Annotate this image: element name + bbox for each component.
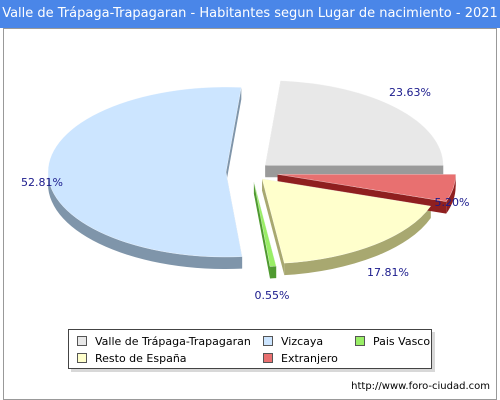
pie-edge-resto-espana-0 [262,178,285,276]
legend-swatch-pais-vasco [355,336,365,346]
pie-side-vizcaya [48,172,243,270]
legend-label-resto-espana: Resto de España [95,352,187,365]
legend: Valle de Trápaga-Trapagaran Vizcaya Pais… [68,329,432,369]
legend-item-pais-vasco: Pais Vasco [355,335,430,348]
pie-slice-resto-espana [261,178,432,264]
legend-swatch-extranjero [263,353,273,363]
pie-slice-pais-vasco [253,181,277,267]
legend-item-resto-espana: Resto de España [77,352,187,365]
legend-item-extranjero: Extranjero [263,352,338,365]
value-label-pais-vasco: 0.55% [255,289,290,302]
legend-label-pais-vasco: Pais Vasco [373,335,431,348]
legend-label-valle: Valle de Trápaga-Trapagaran [95,335,251,348]
legend-label-vizcaya: Vizcaya [281,335,324,348]
legend-swatch-valle [77,336,87,346]
value-label-valle: 23.63% [389,86,431,99]
pie-slice-vizcaya [47,86,243,258]
pie-side-resto-espana [284,206,431,276]
pie-value-labels: 23.63% 52.81% 0.55% 17.81% 5.20% [21,86,469,302]
value-label-resto-espana: 17.81% [367,266,409,279]
value-label-vizcaya: 52.81% [21,176,63,189]
pie-slices [47,80,456,267]
pie-slice-valle [264,80,444,166]
pie-edge-vizcaya-0 [226,87,242,185]
legend-item-valle: Valle de Trápaga-Trapagaran [77,335,251,348]
legend-item-vizcaya: Vizcaya [263,335,323,348]
value-label-extranjero: 5.20% [435,196,470,209]
pie-slice-extranjero [277,174,456,202]
chart-title: Valle de Trápaga-Trapagaran - Habitantes… [0,0,500,28]
legend-swatch-vizcaya [263,336,273,346]
legend-swatch-resto-espana [77,353,87,363]
legend-label-extranjero: Extranjero [281,352,338,365]
footer-url: http://www.foro-ciudad.com [351,381,490,392]
